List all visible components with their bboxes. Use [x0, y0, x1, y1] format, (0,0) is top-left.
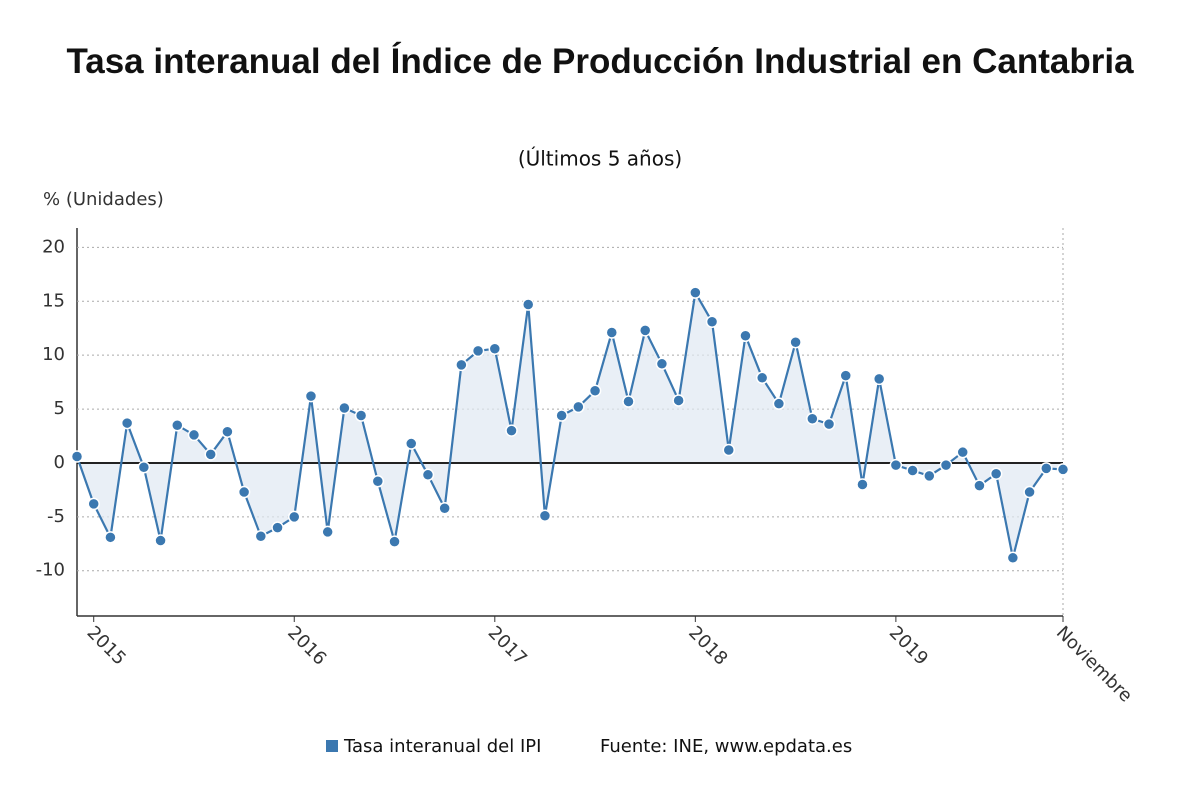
point — [187, 428, 201, 442]
point — [87, 497, 100, 511]
point — [789, 335, 802, 349]
point — [906, 464, 919, 477]
point — [304, 389, 318, 403]
point — [354, 409, 368, 422]
point — [488, 342, 502, 355]
x-tick-label: Noviembre — [1052, 622, 1136, 706]
point — [104, 531, 117, 544]
legend-swatch — [326, 740, 338, 752]
point — [555, 409, 568, 422]
point — [1040, 462, 1053, 475]
point — [655, 357, 669, 371]
point — [388, 535, 401, 548]
point — [605, 326, 619, 339]
chart-title: Tasa interanual del Índice de Producción… — [66, 42, 1134, 81]
y-tick-label: -5 — [47, 506, 65, 527]
y-tick-label: 5 — [54, 398, 65, 419]
point — [321, 525, 334, 539]
point — [672, 394, 685, 407]
x-tick-label: 2018 — [684, 622, 731, 669]
point — [438, 501, 451, 515]
chart-subtitle: (Últimos 5 años) — [518, 147, 682, 171]
area — [77, 292, 1063, 558]
x-tick-label: 2015 — [83, 622, 130, 669]
x-tick-label: 2016 — [283, 622, 330, 669]
point — [237, 485, 251, 499]
point — [939, 458, 953, 472]
point — [638, 324, 652, 337]
point — [288, 510, 301, 524]
point — [137, 461, 151, 474]
point — [221, 425, 234, 438]
point — [338, 401, 351, 415]
point — [622, 395, 635, 408]
point — [271, 521, 284, 534]
point — [70, 450, 84, 463]
point — [839, 369, 852, 382]
point — [822, 417, 836, 431]
point — [254, 529, 268, 543]
point — [989, 467, 1003, 480]
point — [171, 418, 184, 432]
y-tick-label: 10 — [42, 344, 65, 365]
point — [889, 458, 903, 472]
point — [404, 437, 418, 450]
point — [689, 286, 702, 299]
point — [588, 384, 602, 397]
x-tick-label: 2019 — [885, 622, 932, 669]
point — [572, 400, 585, 414]
point — [455, 358, 468, 372]
point — [505, 424, 518, 437]
point — [521, 298, 535, 311]
y-tick-label: 15 — [42, 290, 65, 311]
x-tick-label: 2017 — [484, 622, 531, 669]
point — [806, 412, 819, 426]
point — [538, 509, 552, 523]
point — [1056, 463, 1070, 476]
y-tick-label: -10 — [36, 560, 65, 581]
point — [154, 534, 167, 547]
point — [739, 329, 752, 343]
point — [1006, 551, 1020, 565]
point — [421, 468, 435, 482]
point — [755, 371, 769, 385]
point — [705, 315, 719, 329]
legend-label: Tasa interanual del IPI — [343, 736, 541, 757]
point — [204, 448, 217, 461]
point — [722, 443, 736, 457]
y-tick-label: 20 — [42, 236, 65, 257]
point — [923, 469, 936, 483]
point — [772, 397, 786, 410]
y-axis-label: % (Unidades) — [43, 189, 164, 210]
point — [872, 372, 886, 386]
point — [973, 479, 986, 492]
point — [120, 416, 134, 430]
point — [471, 344, 485, 358]
point — [856, 478, 869, 491]
point — [956, 445, 969, 459]
point — [1023, 485, 1036, 499]
source: Fuente: INE, www.epdata.es — [600, 736, 852, 757]
point — [371, 475, 385, 488]
y-tick-label: 0 — [54, 452, 65, 473]
